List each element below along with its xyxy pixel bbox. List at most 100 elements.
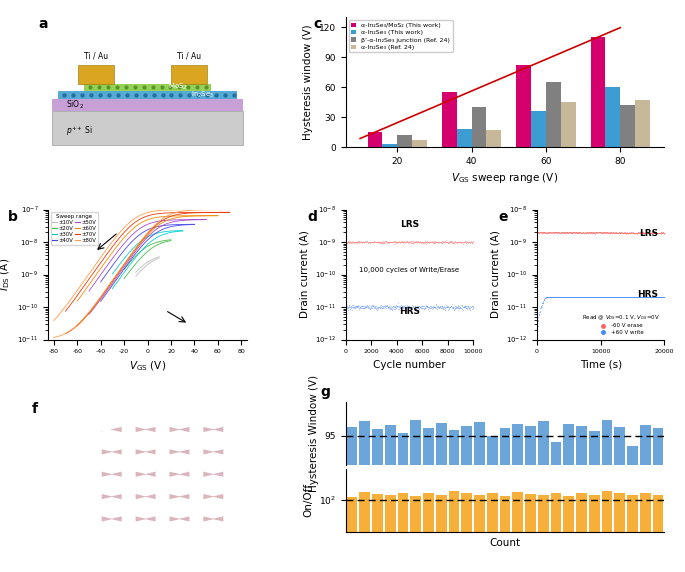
Point: [533, 228, 544, 237]
Point: [417, 237, 428, 247]
Point: [347, 303, 358, 312]
Point: [535, 304, 546, 313]
Point: [630, 293, 641, 302]
Point: [362, 236, 373, 245]
Point: [582, 293, 593, 302]
Point: [467, 237, 478, 246]
Point: [556, 228, 567, 237]
Point: [360, 304, 371, 313]
Point: [538, 228, 549, 237]
Point: [582, 227, 593, 236]
Polygon shape: [136, 494, 147, 499]
Point: [556, 293, 566, 302]
Point: [363, 237, 374, 247]
Point: [371, 304, 382, 313]
Point: [378, 301, 389, 311]
Point: [417, 237, 428, 247]
Point: [373, 237, 384, 246]
Point: [347, 303, 358, 312]
Point: [603, 228, 614, 237]
Text: a: a: [38, 17, 47, 31]
Point: [619, 293, 630, 302]
Bar: [606, 87, 620, 147]
Polygon shape: [102, 472, 113, 477]
Point: [658, 293, 669, 302]
Point: [459, 301, 470, 311]
Point: [612, 228, 623, 237]
Point: [650, 293, 661, 302]
Point: [578, 228, 589, 237]
Point: [365, 303, 376, 312]
Point: [406, 239, 416, 248]
Point: [631, 228, 642, 237]
Point: [535, 301, 546, 311]
Point: [544, 228, 555, 237]
Point: [371, 237, 382, 247]
Point: [582, 293, 593, 302]
Point: [609, 293, 620, 302]
Point: [546, 228, 557, 237]
Point: [560, 228, 571, 237]
Point: [461, 237, 472, 246]
Point: [432, 237, 443, 247]
Point: [464, 303, 475, 312]
Point: [577, 293, 588, 302]
Point: [368, 238, 379, 247]
Point: [404, 302, 415, 311]
Point: [408, 237, 419, 246]
Point: [411, 305, 422, 314]
Point: [364, 237, 375, 246]
Point: [564, 228, 575, 237]
Point: [546, 228, 557, 237]
Point: [643, 228, 654, 237]
Point: [584, 293, 595, 302]
Point: [559, 228, 570, 237]
Point: [634, 293, 645, 302]
Point: [574, 228, 585, 237]
Point: [349, 237, 360, 247]
Point: [658, 293, 669, 302]
Point: [461, 239, 472, 248]
Point: [605, 293, 616, 302]
Point: [628, 229, 639, 238]
Point: [358, 237, 369, 246]
Point: [465, 302, 476, 311]
Point: [655, 293, 666, 302]
Point: [450, 237, 461, 247]
Point: [354, 301, 365, 310]
Point: [623, 228, 634, 237]
Point: [362, 301, 373, 311]
Point: [429, 302, 440, 311]
Point: [389, 237, 400, 247]
Point: [551, 293, 562, 302]
Point: [384, 237, 395, 247]
Point: [618, 228, 629, 237]
Point: [608, 293, 619, 302]
Point: [638, 228, 649, 237]
Point: [366, 237, 377, 247]
Point: [355, 302, 366, 311]
Point: [341, 302, 352, 311]
Point: [415, 237, 426, 247]
Point: [345, 303, 356, 312]
Point: [465, 239, 476, 248]
Point: [457, 237, 468, 246]
Point: [559, 228, 570, 237]
Bar: [601, 420, 612, 516]
Point: [549, 293, 560, 302]
Point: [634, 293, 645, 302]
Point: [648, 293, 659, 302]
Point: [544, 229, 555, 238]
Point: [428, 302, 439, 311]
Point: [403, 237, 414, 247]
Point: [401, 303, 412, 312]
Point: [573, 227, 584, 236]
Point: [418, 239, 429, 248]
Point: [449, 237, 460, 246]
Point: [619, 228, 630, 237]
Point: [347, 238, 358, 247]
Point: [606, 228, 617, 237]
Point: [616, 228, 627, 237]
Point: [647, 293, 658, 302]
Point: [590, 228, 601, 237]
